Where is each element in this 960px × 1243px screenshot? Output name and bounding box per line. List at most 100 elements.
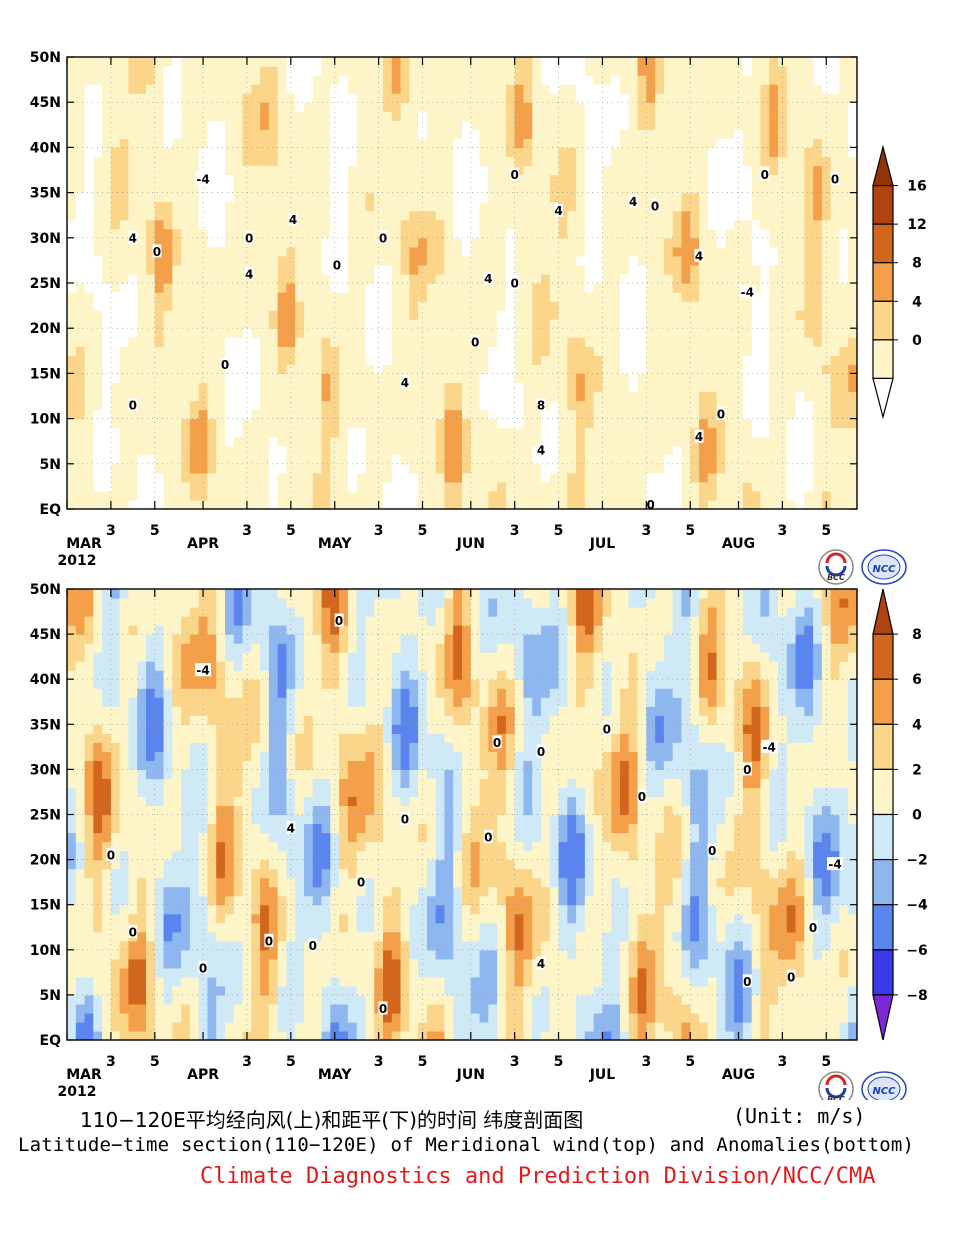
contour-label: 0 xyxy=(221,358,229,372)
shade-cell xyxy=(189,183,200,194)
shade-cell xyxy=(514,228,525,239)
shade-cell xyxy=(470,246,481,257)
shade-cell xyxy=(295,129,305,139)
shade-cell xyxy=(312,445,323,456)
shade-cell xyxy=(663,355,674,365)
shade-cell xyxy=(602,382,612,393)
shade-cell xyxy=(181,409,191,420)
shade-cell xyxy=(93,93,103,103)
shade-cell xyxy=(558,481,568,492)
shade-cell xyxy=(75,93,86,103)
shade-cell xyxy=(400,102,410,112)
shade-cell xyxy=(400,454,410,465)
shade-cell xyxy=(418,463,428,474)
shade-cell xyxy=(426,57,437,67)
shade-cell xyxy=(488,382,498,393)
shade-cell xyxy=(804,337,814,347)
shade-cell xyxy=(67,733,77,743)
shade-cell xyxy=(347,418,358,429)
shade-cell xyxy=(821,228,832,239)
shade-cell xyxy=(716,93,726,103)
shade-cell xyxy=(532,319,542,329)
shade-cell xyxy=(102,301,112,311)
shade-cell xyxy=(391,138,402,148)
shade-cell xyxy=(67,454,77,465)
shade-cell xyxy=(93,84,103,94)
shade-cell xyxy=(505,246,516,257)
shade-cell xyxy=(110,661,121,671)
shade-cell xyxy=(655,129,665,139)
shade-cell xyxy=(321,319,331,329)
shade-cell xyxy=(453,436,463,447)
shade-cell xyxy=(330,210,340,221)
shade-cell xyxy=(418,201,428,212)
shade-cell xyxy=(286,292,296,302)
shade-cell xyxy=(742,328,753,338)
shade-cell xyxy=(663,490,674,501)
shade-cell xyxy=(672,219,683,230)
shade-cell xyxy=(839,301,849,311)
shade-cell xyxy=(620,66,630,76)
shade-cell xyxy=(830,255,841,266)
shade-cell xyxy=(75,949,86,960)
shade-cell xyxy=(549,301,560,311)
shade-cell xyxy=(400,246,410,257)
shade-cell xyxy=(260,93,270,103)
shade-cell xyxy=(558,364,568,374)
shade-cell xyxy=(488,84,498,94)
shade-cell xyxy=(576,57,586,67)
shade-cell xyxy=(216,373,226,384)
shade-cell xyxy=(435,228,446,239)
shade-cell xyxy=(769,138,779,148)
shade-cell xyxy=(233,75,244,85)
shade-cell xyxy=(198,400,209,411)
shade-cell xyxy=(400,219,410,230)
shade-cell xyxy=(786,192,797,203)
shade-cell xyxy=(418,301,428,311)
shade-cell xyxy=(225,337,235,347)
shade-cell xyxy=(137,129,147,139)
shade-cell xyxy=(84,1021,94,1032)
shade-cell xyxy=(251,174,261,185)
contour-label: 0 xyxy=(831,173,839,187)
shade-cell xyxy=(769,418,779,429)
shade-cell xyxy=(707,57,718,67)
shade-cell xyxy=(514,283,525,293)
shade-cell xyxy=(304,283,314,293)
shade-cell xyxy=(839,463,849,474)
shade-cell xyxy=(742,400,753,411)
shade-cell xyxy=(84,940,94,951)
shade-cell xyxy=(813,409,823,420)
shade-cell xyxy=(189,228,200,239)
shade-cell xyxy=(523,472,533,483)
shade-cell xyxy=(453,138,463,148)
shade-cell xyxy=(523,445,533,456)
shade-cell xyxy=(251,237,261,248)
shade-cell xyxy=(75,283,86,293)
shade-cell xyxy=(119,346,130,356)
shade-cell xyxy=(110,57,121,67)
shade-cell xyxy=(830,129,841,139)
shade-cell xyxy=(813,219,823,230)
shade-cell xyxy=(751,328,762,338)
shade-cell xyxy=(172,283,182,293)
shade-cell xyxy=(84,174,94,185)
shade-cell xyxy=(541,454,551,465)
shade-cell xyxy=(216,57,226,67)
shade-cell xyxy=(725,147,735,158)
shade-cell xyxy=(84,769,94,780)
shade-cell xyxy=(839,400,849,411)
shade-cell xyxy=(119,436,130,447)
shade-cell xyxy=(383,255,393,266)
shade-cell xyxy=(84,382,94,393)
shade-cell xyxy=(620,228,630,239)
shade-cell xyxy=(435,273,446,284)
shade-cell xyxy=(93,346,103,356)
shade-cell xyxy=(488,499,498,509)
shade-cell xyxy=(795,66,805,76)
shade-cell xyxy=(558,246,568,257)
shade-cell xyxy=(128,310,138,320)
shade-cell xyxy=(786,129,797,139)
shade-cell xyxy=(470,57,481,67)
shade-cell xyxy=(172,210,182,221)
